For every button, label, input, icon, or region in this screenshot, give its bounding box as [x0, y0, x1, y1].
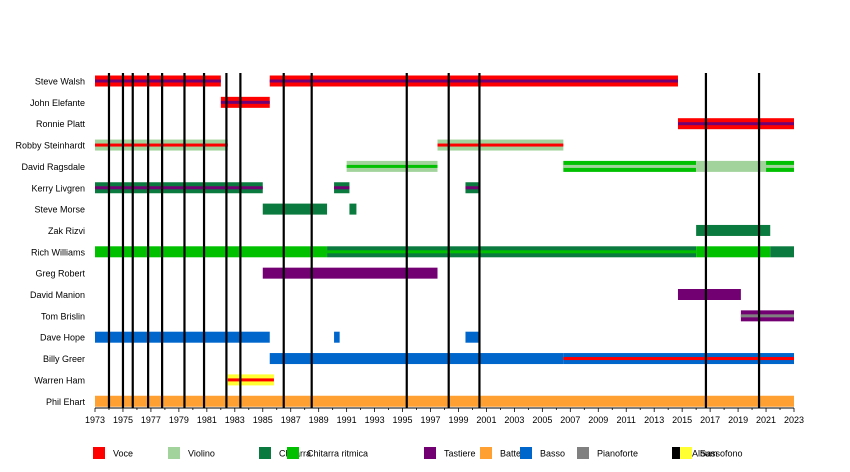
bar-stripe-david-ragsdale-3 [766, 164, 794, 168]
member-label-tom-brislin: Tom Brislin [41, 311, 85, 321]
bar-david-ragsdale-2 [696, 160, 767, 172]
bar-billy-greer-0 [269, 353, 564, 365]
legend-label-chitarra-ritmica: Chitarra ritmica [307, 449, 368, 459]
bar-stripe-tom-brislin-0 [740, 314, 794, 318]
bar-rich-williams-3 [770, 246, 794, 258]
bar-rich-williams-0 [95, 246, 328, 258]
bar-phil-ehart-0 [95, 395, 794, 407]
bar-dave-hope-1 [334, 331, 340, 343]
bar-stripe-john-elefante-0 [220, 100, 270, 104]
x-tick-label-2013: 2013 [644, 415, 664, 425]
bar-stripe-david-ragsdale-0 [346, 164, 438, 168]
x-tick-label-2021: 2021 [756, 415, 776, 425]
x-tick-label-2017: 2017 [700, 415, 720, 425]
x-tick-label-2009: 2009 [588, 415, 608, 425]
x-tick-label-2005: 2005 [532, 415, 552, 425]
legend-swatch-tastiere [424, 447, 436, 459]
x-tick-label-2003: 2003 [504, 415, 524, 425]
legend-swatch-chitarra-ritmica [287, 447, 299, 459]
x-tick-label-1989: 1989 [309, 415, 329, 425]
x-tick-label-2001: 2001 [476, 415, 496, 425]
member-labels: Steve Walsh John Elefante Ronnie Platt Robb… [15, 77, 85, 407]
legend-label-pianoforte: Pianoforte [597, 449, 638, 459]
x-tick-label-1999: 1999 [448, 415, 468, 425]
legend-label-voce: Voce [113, 449, 133, 459]
legend-swatch-violino [168, 447, 180, 459]
x-tick-label-1979: 1979 [169, 415, 189, 425]
member-label-robby-steinhardt: Robby Steinhardt [15, 141, 85, 151]
x-tick-label-1993: 1993 [365, 415, 385, 425]
legend-swatch-voce [93, 447, 105, 459]
legend-swatch-basso [520, 447, 532, 459]
legend-label-basso: Basso [540, 449, 565, 459]
member-label-phil-ehart: Phil Ehart [46, 397, 86, 407]
x-tick-label-1983: 1983 [225, 415, 245, 425]
legend-label-tastiere: Tastiere [444, 449, 476, 459]
bar-stripe-steve-walsh-0 [95, 79, 221, 83]
bar-david-manion-0 [677, 289, 741, 300]
member-label-zak-rizvi: Zak Rizvi [48, 226, 85, 236]
bar-stripe-billy-greer-1 [563, 357, 794, 361]
member-label-john-elefante: John Elefante [30, 98, 85, 108]
bar-stripe-ronnie-platt-0 [677, 122, 794, 126]
member-label-greg-robert: Greg Robert [35, 269, 85, 279]
bar-stripe-kerry-livgren-2 [465, 186, 480, 190]
x-tick-label-1985: 1985 [253, 415, 273, 425]
x-tick-label-2011: 2011 [617, 415, 636, 425]
member-label-david-ragsdale: David Ragsdale [21, 162, 85, 172]
bar-stripe-david-ragsdale-1 [563, 164, 697, 168]
bar-dave-hope-0 [95, 331, 270, 343]
bar-stripe-steve-walsh-1 [269, 79, 678, 83]
x-tick-label-1987: 1987 [281, 415, 301, 425]
bar-stripe-rich-williams-1 [327, 250, 697, 254]
bar-dave-hope-2 [465, 331, 480, 343]
legend-label-album: Album [692, 449, 718, 459]
x-tick-label-2015: 2015 [672, 415, 692, 425]
member-label-ronnie-platt: Ronnie Platt [36, 119, 86, 129]
bar-stripe-warren-ham-0 [227, 378, 274, 382]
member-label-dave-hope: Dave Hope [40, 333, 85, 343]
member-label-steve-morse: Steve Morse [34, 205, 85, 215]
member-label-david-manion: David Manion [30, 290, 85, 300]
bar-stripe-kerry-livgren-0 [95, 186, 263, 190]
bar-greg-robert-0 [262, 267, 438, 279]
member-bars [95, 75, 794, 407]
x-tick-label-1981: 1981 [197, 415, 217, 425]
legend: VoceViolinoChitarraChitarra ritmicaTasti… [93, 447, 743, 459]
member-label-kerry-livgren: Kerry Livgren [31, 183, 85, 193]
bar-steve-morse-1 [349, 203, 357, 215]
x-tick-label-1991: 1991 [337, 415, 357, 425]
album-lines [107, 73, 761, 408]
bar-stripe-robby-steinhardt-1 [437, 143, 564, 147]
legend-label-violino: Violino [188, 449, 215, 459]
legend-label-sassofono: Sassofono [700, 449, 743, 459]
legend-swatch-batteria [480, 447, 492, 459]
x-axis: 1973 1975 1977 1979 1981 1983 1985 1987 1989 1991… [85, 407, 804, 425]
x-tick-label-1995: 1995 [393, 415, 413, 425]
legend-swatch-chitarra [259, 447, 271, 459]
legend-swatch-sassofono [680, 447, 692, 459]
member-label-billy-greer: Billy Greer [43, 354, 85, 364]
x-tick-label-1977: 1977 [141, 415, 161, 425]
x-tick-label-2007: 2007 [560, 415, 580, 425]
x-tick-label-2019: 2019 [728, 415, 748, 425]
x-tick-label-1975: 1975 [113, 415, 133, 425]
member-label-steve-walsh: Steve Walsh [35, 77, 85, 87]
bar-zak-rizvi-0 [696, 224, 771, 236]
bar-stripe-kerry-livgren-1 [334, 186, 350, 190]
legend-label-batteria: Batteria [500, 449, 531, 459]
bar-steve-morse-0 [262, 203, 328, 215]
member-label-rich-williams: Rich Williams [31, 247, 86, 257]
member-label-warren-ham: Warren Ham [34, 375, 85, 385]
x-tick-label-1973: 1973 [85, 415, 105, 425]
x-tick-label-2023: 2023 [784, 415, 804, 425]
bar-rich-williams-2 [696, 246, 771, 258]
x-tick-label-1997: 1997 [421, 415, 441, 425]
legend-swatch-pianoforte [577, 447, 589, 459]
